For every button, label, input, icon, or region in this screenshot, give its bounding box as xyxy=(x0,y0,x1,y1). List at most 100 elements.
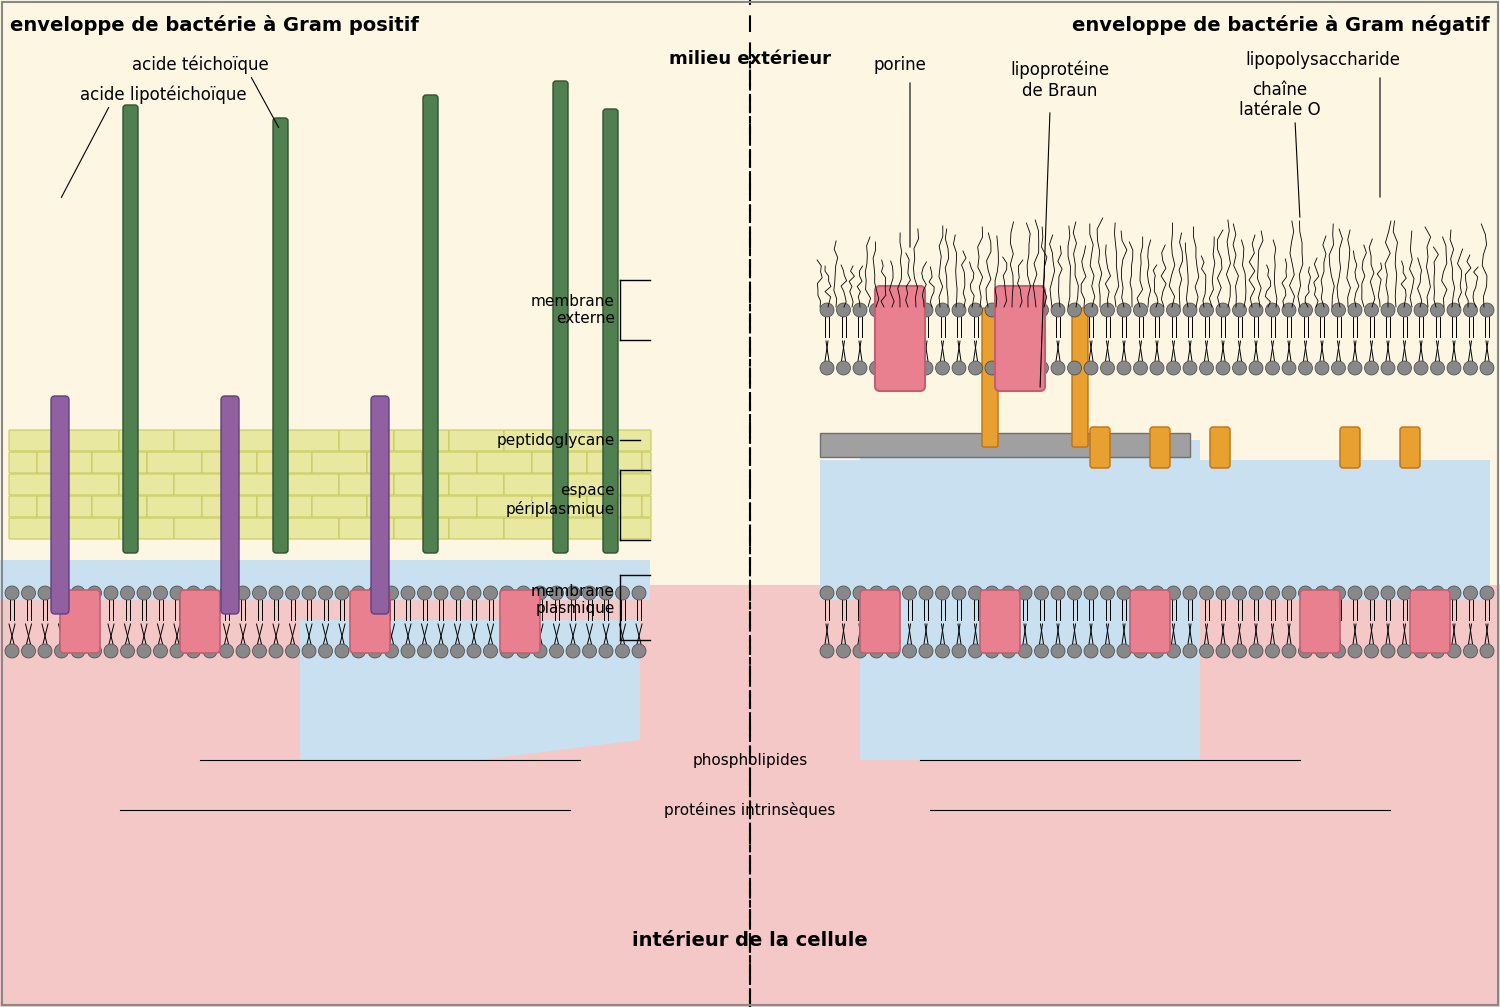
Circle shape xyxy=(1200,586,1214,600)
Circle shape xyxy=(1101,644,1114,658)
FancyBboxPatch shape xyxy=(339,430,394,451)
Text: acide téichoïque: acide téichoïque xyxy=(132,55,268,75)
FancyBboxPatch shape xyxy=(554,81,568,553)
Text: chaîne
latérale O: chaîne latérale O xyxy=(1239,81,1322,120)
Circle shape xyxy=(186,586,201,600)
Circle shape xyxy=(285,644,300,658)
Circle shape xyxy=(368,644,382,658)
Circle shape xyxy=(1035,644,1048,658)
Circle shape xyxy=(38,644,52,658)
Circle shape xyxy=(1348,361,1362,375)
Circle shape xyxy=(1167,644,1180,658)
Text: lipoprotéine
de Braun: lipoprotéine de Braun xyxy=(1011,60,1110,100)
Circle shape xyxy=(1068,586,1082,600)
FancyBboxPatch shape xyxy=(51,396,69,614)
Circle shape xyxy=(1167,586,1180,600)
Circle shape xyxy=(853,644,867,658)
Circle shape xyxy=(1480,586,1494,600)
Circle shape xyxy=(1101,361,1114,375)
FancyBboxPatch shape xyxy=(202,496,256,517)
Circle shape xyxy=(870,586,883,600)
FancyBboxPatch shape xyxy=(1210,427,1230,468)
Circle shape xyxy=(1382,303,1395,317)
FancyBboxPatch shape xyxy=(256,452,312,473)
Circle shape xyxy=(1101,586,1114,600)
Circle shape xyxy=(202,586,217,600)
Circle shape xyxy=(384,644,399,658)
Circle shape xyxy=(1233,586,1246,600)
Circle shape xyxy=(1002,361,1016,375)
Text: acide lipotéichoïque: acide lipotéichoïque xyxy=(80,86,246,105)
Circle shape xyxy=(1414,644,1428,658)
Circle shape xyxy=(821,586,834,600)
FancyBboxPatch shape xyxy=(202,452,256,473)
Circle shape xyxy=(516,586,531,600)
Circle shape xyxy=(1035,586,1048,600)
Circle shape xyxy=(1068,644,1082,658)
Circle shape xyxy=(952,644,966,658)
FancyBboxPatch shape xyxy=(9,474,64,495)
FancyBboxPatch shape xyxy=(1072,308,1088,447)
FancyBboxPatch shape xyxy=(642,452,651,473)
Circle shape xyxy=(920,361,933,375)
FancyBboxPatch shape xyxy=(448,474,504,495)
Circle shape xyxy=(120,644,135,658)
Circle shape xyxy=(368,586,382,600)
Circle shape xyxy=(1184,361,1197,375)
Circle shape xyxy=(986,586,999,600)
FancyBboxPatch shape xyxy=(982,308,998,447)
Circle shape xyxy=(1167,361,1180,375)
Circle shape xyxy=(986,361,999,375)
Circle shape xyxy=(598,644,613,658)
Circle shape xyxy=(1382,361,1395,375)
Circle shape xyxy=(153,586,168,600)
Circle shape xyxy=(54,586,69,600)
FancyBboxPatch shape xyxy=(123,105,138,553)
Text: enveloppe de bactérie à Gram positif: enveloppe de bactérie à Gram positif xyxy=(10,15,419,35)
Circle shape xyxy=(153,644,168,658)
Circle shape xyxy=(483,644,498,658)
Circle shape xyxy=(566,644,580,658)
Circle shape xyxy=(1414,586,1428,600)
Circle shape xyxy=(821,644,834,658)
FancyBboxPatch shape xyxy=(147,496,202,517)
Circle shape xyxy=(1348,586,1362,600)
Circle shape xyxy=(870,303,883,317)
Circle shape xyxy=(1464,586,1478,600)
Circle shape xyxy=(532,644,548,658)
Circle shape xyxy=(1431,303,1444,317)
Circle shape xyxy=(70,644,86,658)
Circle shape xyxy=(969,644,982,658)
Circle shape xyxy=(1233,644,1246,658)
Circle shape xyxy=(870,644,883,658)
Circle shape xyxy=(1464,361,1478,375)
Circle shape xyxy=(1299,303,1312,317)
Circle shape xyxy=(1448,586,1461,600)
FancyBboxPatch shape xyxy=(603,109,618,553)
Circle shape xyxy=(1365,361,1378,375)
Circle shape xyxy=(1068,361,1082,375)
FancyBboxPatch shape xyxy=(64,474,118,495)
Circle shape xyxy=(1299,644,1312,658)
Circle shape xyxy=(952,586,966,600)
Circle shape xyxy=(1084,303,1098,317)
Circle shape xyxy=(1167,303,1180,317)
Circle shape xyxy=(886,303,900,317)
Circle shape xyxy=(4,586,20,600)
Circle shape xyxy=(1150,644,1164,658)
Circle shape xyxy=(87,644,102,658)
Circle shape xyxy=(1216,303,1230,317)
Circle shape xyxy=(450,644,465,658)
Circle shape xyxy=(566,586,580,600)
Circle shape xyxy=(1365,586,1378,600)
Circle shape xyxy=(500,644,514,658)
FancyBboxPatch shape xyxy=(180,590,220,653)
FancyBboxPatch shape xyxy=(1410,590,1450,653)
Circle shape xyxy=(318,644,333,658)
Circle shape xyxy=(1084,361,1098,375)
Circle shape xyxy=(1316,361,1329,375)
FancyBboxPatch shape xyxy=(9,430,64,451)
FancyBboxPatch shape xyxy=(284,474,339,495)
Circle shape xyxy=(1316,303,1329,317)
Circle shape xyxy=(384,586,399,600)
